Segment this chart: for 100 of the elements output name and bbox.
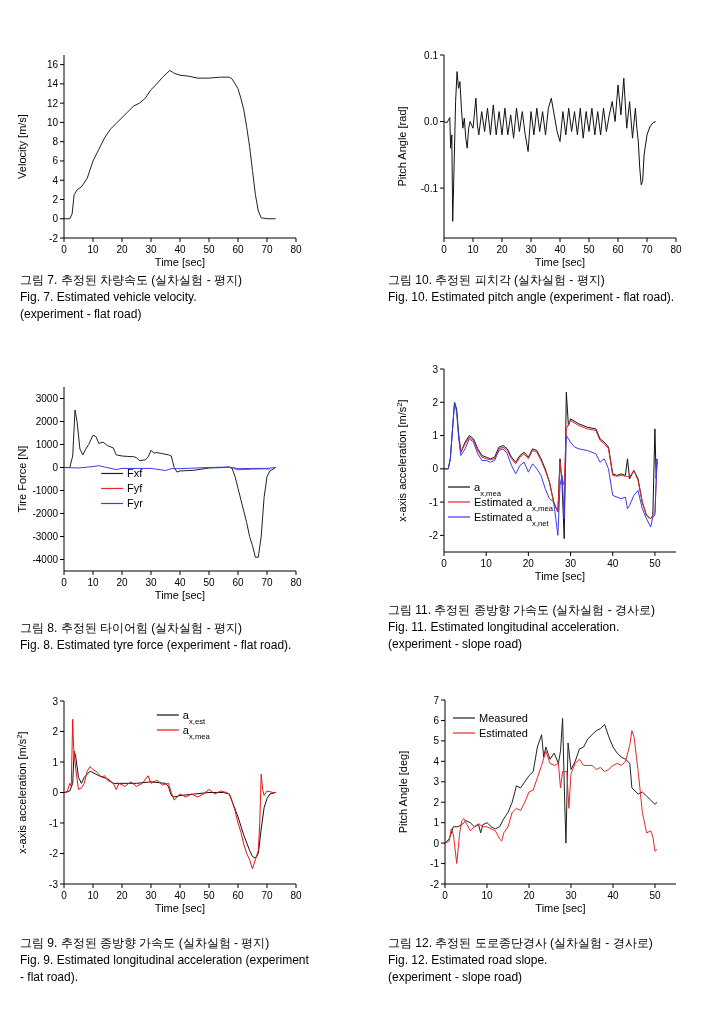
y-tick-label: 10 xyxy=(46,116,59,128)
x-tick-label: 70 xyxy=(641,244,653,255)
x-tick-label: 10 xyxy=(87,577,99,588)
y-tick-label: -3 xyxy=(49,878,59,890)
y-tick-label: 16 xyxy=(46,59,59,71)
y-tick-label: -2 xyxy=(49,848,59,859)
y-tick-label: 6 xyxy=(433,714,440,726)
y-tick-label: 2000 xyxy=(35,416,59,427)
y-tick-label: 7 xyxy=(433,694,440,706)
x-tick-label: 30 xyxy=(564,558,577,569)
y-tick-label: 3 xyxy=(432,363,439,375)
x-tick-label: 60 xyxy=(612,244,624,255)
x-tick-label: 70 xyxy=(261,890,273,901)
x-tick-label: 80 xyxy=(670,244,682,255)
x-tick-label: 30 xyxy=(145,890,157,901)
caption: Fig. 8. Estimated tyre force (experiment - flat road). xyxy=(20,638,292,652)
caption: 그림 8. 추정된 타이어힘 (실차실험 - 평지) xyxy=(20,621,242,635)
caption: Fig. 9. Estimated longitudinal acceleration (experiment xyxy=(20,953,310,967)
y-tick-label: 4 xyxy=(52,174,59,186)
y-tick-label: 4 xyxy=(433,755,440,767)
legend-label: Estimated xyxy=(479,727,528,739)
x-tick-label: 50 xyxy=(203,244,215,255)
caption: 그림 11. 추정된 종방향 가속도 (실차실험 - 경사로) xyxy=(388,603,656,617)
x-tick-label: 10 xyxy=(87,890,99,901)
y-tick-label: 0 xyxy=(433,837,440,849)
x-tick-label: 10 xyxy=(480,558,493,569)
x-axis-title: Time [sec] xyxy=(154,902,206,914)
x-tick-label: 50 xyxy=(583,244,595,255)
y-tick-label: -4000 xyxy=(32,554,59,565)
x-tick-label: 30 xyxy=(145,577,157,588)
caption: 그림 9. 추정된 종방향 가속도 (실차실험 - 평지) xyxy=(20,936,270,950)
legend-label: Fyr xyxy=(127,497,144,510)
x-axis-title: Time [sec] xyxy=(154,589,206,601)
legend-label: Estimated a$_{x,net}$ xyxy=(474,511,550,528)
y-axis-title: Tire Force [N] xyxy=(16,445,28,513)
y-tick-label: 2 xyxy=(432,396,439,408)
legend-label: Fyf xyxy=(127,482,144,495)
x-axis-title: Time [sec] xyxy=(535,902,586,914)
x-tick-label: 0 xyxy=(61,577,68,588)
x-tick-label: 40 xyxy=(174,577,186,588)
x-tick-label: 20 xyxy=(523,890,535,901)
line-series xyxy=(63,69,277,220)
x-tick-label: 20 xyxy=(522,558,535,569)
x-tick-label: 0 xyxy=(441,558,448,569)
x-tick-label: 10 xyxy=(87,244,99,255)
y-tick-label: 0 xyxy=(432,463,439,475)
x-tick-label: 20 xyxy=(116,244,128,255)
y-tick-label: -2 xyxy=(49,232,59,244)
x-tick-label: 50 xyxy=(203,577,215,588)
x-tick-label: 10 xyxy=(467,244,479,255)
legend-label: a$_{x,mea}$ xyxy=(474,481,502,498)
x-tick-label: 30 xyxy=(145,244,157,255)
y-tick-label: 1 xyxy=(432,430,439,442)
x-tick-label: 0 xyxy=(61,890,68,901)
x-tick-label: 20 xyxy=(116,890,128,901)
y-tick-label: 2 xyxy=(52,193,59,205)
x-tick-label: 40 xyxy=(174,244,186,255)
x-tick-label: 30 xyxy=(525,244,537,255)
x-tick-label: 80 xyxy=(290,244,302,255)
line-series xyxy=(444,730,658,865)
x-tick-label: 40 xyxy=(607,558,619,569)
y-tick-label: 2 xyxy=(52,726,59,737)
y-tick-label: 0 xyxy=(52,462,59,473)
x-tick-label: 60 xyxy=(232,890,244,901)
y-tick-label: -0.1 xyxy=(420,182,439,194)
legend-label: a$_{x,mea}$ xyxy=(182,724,211,741)
caption: Fig. 10. Estimated pitch angle (experiment - flat road). xyxy=(388,290,675,304)
y-tick-label: 1 xyxy=(433,817,440,829)
caption: Fig. 7. Estimated vehicle velocity. xyxy=(20,290,197,304)
y-tick-label: -1 xyxy=(49,817,59,829)
y-tick-label: 3 xyxy=(433,776,440,788)
x-axis-title: Time [sec] xyxy=(534,256,586,268)
y-tick-label: 1000 xyxy=(35,439,59,450)
y-tick-label: -2 xyxy=(430,878,440,890)
x-tick-label: 70 xyxy=(261,577,273,588)
x-tick-label: 20 xyxy=(496,244,508,255)
x-tick-label: 0 xyxy=(441,244,448,255)
y-tick-label: 8 xyxy=(52,136,59,148)
x-tick-label: 40 xyxy=(174,890,186,901)
legend-label: Fxf xyxy=(127,467,144,480)
x-tick-label: 60 xyxy=(232,577,244,588)
x-axis-title: Time [sec] xyxy=(154,256,206,268)
x-tick-label: 80 xyxy=(290,577,302,588)
text: (experiment - slope road) xyxy=(388,637,523,651)
y-axis-title: Pitch Angle [deg] xyxy=(397,750,409,834)
x-tick-label: 40 xyxy=(607,890,619,901)
caption: 그림 7. 추정된 차량속도 (실차실험 - 평지) xyxy=(20,273,242,287)
x-tick-label: 50 xyxy=(649,558,661,569)
y-tick-label: 3 xyxy=(52,695,59,707)
legend-label: Measured xyxy=(479,712,528,724)
y-tick-label: 0.0 xyxy=(424,116,439,128)
text: - flat road). xyxy=(20,970,79,984)
y-tick-label: -1 xyxy=(429,496,439,508)
x-tick-label: 80 xyxy=(290,890,302,901)
caption: Fig. 11. Estimated longitudinal acceleration. xyxy=(388,620,620,634)
x-tick-label: 30 xyxy=(565,890,577,901)
x-tick-label: 70 xyxy=(261,244,273,255)
y-tick-label: -1000 xyxy=(32,485,59,496)
y-tick-label: 0.1 xyxy=(424,49,439,61)
text: (experiment - slope road) xyxy=(388,970,523,984)
